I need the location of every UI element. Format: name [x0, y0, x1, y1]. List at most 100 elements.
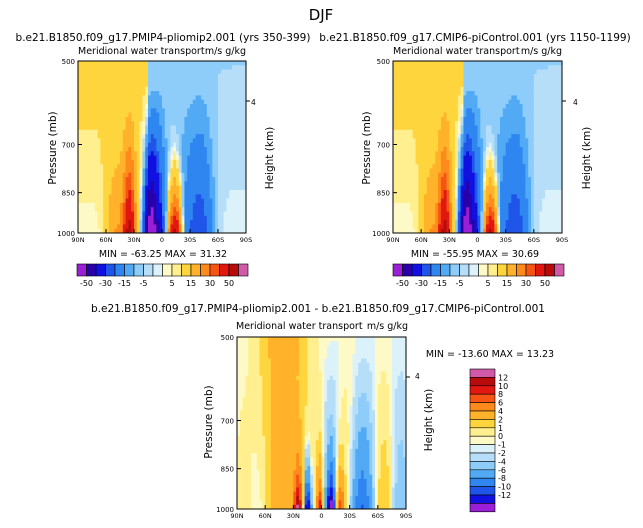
colorbar-swatch — [133, 263, 144, 277]
panel-3-ylabel: Pressure (mb) — [203, 385, 215, 458]
colorbar-swatch — [105, 263, 116, 277]
panel-2-stats: MIN = -55.95 MAX = 30.69 — [411, 249, 539, 260]
colorbar-swatch — [469, 419, 496, 429]
colorbar-swatch — [469, 452, 496, 462]
colorbar-label: -15 — [434, 279, 447, 288]
y-tick-label: 850 — [62, 190, 75, 198]
colorbar-label: -8 — [498, 474, 506, 483]
colorbar-swatch — [181, 263, 192, 277]
colorbar-swatch — [411, 263, 422, 277]
y-tick-label: 1000 — [216, 506, 234, 514]
colorbar-swatch — [459, 263, 470, 277]
colorbar-swatch — [469, 385, 496, 395]
colorbar-swatch — [469, 469, 496, 479]
x-tick-label: 60S — [528, 236, 540, 244]
colorbar-swatch — [430, 263, 441, 277]
colorbar-swatch — [469, 444, 496, 454]
x-tick-label: 90S — [400, 512, 412, 520]
colorbar-swatch — [200, 263, 211, 277]
colorbar-label: -6 — [498, 466, 506, 475]
colorbar-swatch — [469, 477, 496, 487]
colorbar-swatch — [440, 263, 451, 277]
panel-3-y2label: Height (km) — [423, 389, 435, 452]
colorbar-swatch — [544, 263, 555, 277]
colorbar-label: 50 — [224, 279, 234, 288]
colorbar-swatch — [143, 263, 154, 277]
colorbar-label: 30 — [205, 279, 215, 288]
y-tick-label: 500 — [377, 58, 390, 66]
panel-3-subtitle: Meridional water transport — [236, 321, 363, 332]
colorbar-label: 30 — [521, 279, 531, 288]
colorbar-swatch — [238, 263, 249, 277]
panel-1-field — [78, 61, 247, 234]
colorbar-swatch — [152, 263, 163, 277]
colorbar-label: 8 — [498, 390, 503, 399]
colorbar-swatch — [525, 263, 536, 277]
panel-1: b.e21.B1850.f09_g17.PMIP4-pliomip2.001 (… — [16, 32, 311, 288]
x-tick-label: 60S — [212, 236, 224, 244]
y-tick-label: 700 — [377, 141, 390, 149]
x-tick-label: 60N — [415, 236, 428, 244]
y-tick-label: 850 — [221, 466, 234, 474]
colorbar-swatch — [506, 263, 517, 277]
colorbar-label: -30 — [99, 279, 112, 288]
colorbar-label: 4 — [498, 407, 503, 416]
colorbar-label: 5 — [485, 279, 490, 288]
panel-3-units: m/s g/kg — [367, 321, 408, 332]
panel-2-title: b.e21.B1850.f09_g17.CMIP6-piControl.001 … — [319, 32, 630, 44]
colorbar-swatch — [392, 263, 403, 277]
x-tick-label: 30S — [343, 512, 355, 520]
x-tick-label: 0 — [160, 236, 164, 244]
panel-2-units: m/s g/kg — [521, 46, 562, 57]
colorbar-label: -50 — [396, 279, 409, 288]
colorbar-swatch — [124, 263, 135, 277]
colorbar-label: 15 — [186, 279, 196, 288]
panel-1-units: m/s g/kg — [205, 46, 246, 57]
colorbar-swatch — [468, 263, 479, 277]
colorbar-swatch — [421, 263, 432, 277]
y-tick-label: 1000 — [372, 230, 390, 238]
colorbar-label: -5 — [456, 279, 464, 288]
panel-2-height-tick: 4 — [573, 98, 578, 107]
colorbar-label: -1 — [498, 441, 506, 450]
colorbar-swatch — [469, 427, 496, 437]
x-tick-label: 0 — [319, 512, 323, 520]
panel-2: b.e21.B1850.f09_g17.CMIP6-piControl.001 … — [319, 32, 630, 288]
x-tick-label: 30S — [499, 236, 511, 244]
colorbar-label: 10 — [498, 382, 508, 391]
colorbar-label: -5 — [140, 279, 148, 288]
x-tick-label: 90S — [556, 236, 568, 244]
panel-1-y2label: Height (km) — [264, 127, 276, 190]
colorbar-swatch — [516, 263, 527, 277]
colorbar-label: -4 — [498, 457, 506, 466]
colorbar-swatch — [171, 263, 182, 277]
x-tick-label: 60N — [99, 236, 112, 244]
panel-2-y2label: Height (km) — [581, 127, 593, 190]
colorbar-swatch — [535, 263, 546, 277]
colorbar-swatch — [469, 486, 496, 496]
x-tick-label: 0 — [475, 236, 479, 244]
colorbar-swatch — [554, 263, 565, 277]
colorbar-label: 1 — [498, 424, 503, 433]
colorbar-label: -50 — [80, 279, 93, 288]
colorbar-label: 2 — [498, 415, 503, 424]
panel-1-title: b.e21.B1850.f09_g17.PMIP4-pliomip2.001 (… — [16, 32, 311, 44]
y-tick-label: 700 — [62, 141, 75, 149]
colorbar-label: -2 — [498, 449, 506, 458]
panel-1-height-tick: 4 — [251, 98, 256, 107]
colorbar-swatch — [469, 402, 496, 412]
x-tick-label: 90N — [386, 236, 399, 244]
panel-2-field — [393, 61, 563, 234]
x-tick-label: 90S — [240, 236, 252, 244]
colorbar-label: 6 — [498, 399, 503, 408]
x-tick-label: 30S — [184, 236, 196, 244]
y-tick-label: 700 — [221, 417, 234, 425]
colorbar-label: -15 — [118, 279, 131, 288]
colorbar-swatch — [76, 263, 87, 277]
y-tick-label: 500 — [62, 58, 75, 66]
colorbar-swatch — [497, 263, 508, 277]
colorbar-swatch — [469, 494, 496, 504]
page-title: DJF — [309, 6, 334, 24]
panel-3-title: b.e21.B1850.f09_g17.PMIP4-pliomip2.001 -… — [91, 303, 545, 315]
colorbar-swatch — [469, 393, 496, 403]
